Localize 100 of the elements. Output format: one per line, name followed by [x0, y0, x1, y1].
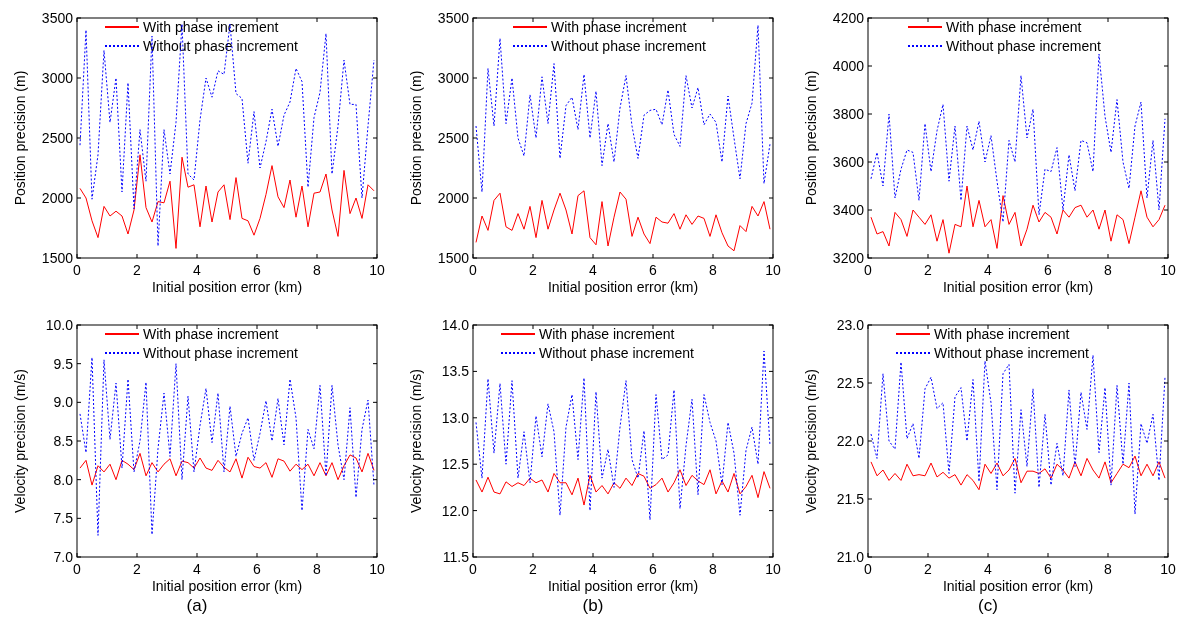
x-axis-title: Initial position error (km) — [547, 578, 699, 594]
y-axis-title: Velocity precision (m/s) — [803, 369, 819, 513]
legend-label: With phase increment — [143, 19, 279, 35]
x-tick-label: 2 — [133, 561, 142, 577]
x-tick-label: 4 — [589, 561, 598, 577]
x-tick-label: 6 — [253, 262, 262, 278]
x-tick-label: 10 — [369, 561, 385, 577]
x-tick-label: 6 — [649, 262, 658, 278]
y-tick-label: 3600 — [832, 154, 865, 170]
x-tick-label: 6 — [1044, 561, 1053, 577]
y-tick-label: 23.0 — [836, 317, 865, 333]
y-tick-label: 12.5 — [441, 456, 470, 473]
y-tick-label: 7.0 — [53, 549, 74, 565]
y-tick-label: 3200 — [832, 250, 865, 266]
y-tick-label: 3800 — [832, 106, 865, 122]
line-series — [79, 452, 375, 486]
x-tick-label: 8 — [709, 262, 718, 278]
legend-label: With phase increment — [539, 326, 675, 342]
line-series — [870, 53, 1166, 223]
x-tick-label: 2 — [133, 262, 142, 278]
y-tick-label: 22.0 — [836, 433, 865, 449]
y-tick-label: 13.0 — [441, 409, 470, 426]
y-tick-label: 22.5 — [836, 375, 865, 391]
y-tick-label: 9.0 — [53, 394, 74, 411]
x-tick-label: 0 — [864, 262, 873, 278]
legend-label: With phase increment — [143, 326, 279, 342]
x-axis-title: Initial position error (km) — [942, 279, 1094, 295]
legend-label: Without phase increment — [143, 345, 298, 361]
x-axis-title: Initial position error (km) — [547, 279, 699, 295]
x-tick-label: 0 — [73, 262, 82, 278]
legend-label: With phase increment — [934, 326, 1070, 342]
y-axis-title: Position precision (m) — [12, 70, 28, 206]
x-axis-title: Initial position error (km) — [942, 578, 1094, 594]
y-tick-label: 11.5 — [442, 549, 470, 565]
y-axis-title: Position precision (m) — [408, 70, 424, 206]
x-tick-label: 2 — [924, 561, 933, 577]
x-tick-label: 2 — [924, 262, 933, 278]
x-tick-label: 0 — [469, 561, 478, 577]
x-tick-label: 6 — [1044, 262, 1053, 278]
legend-label: Without phase increment — [946, 38, 1101, 54]
x-axis-title: Initial position error (km) — [151, 578, 303, 594]
line-series — [870, 185, 1166, 254]
y-tick-label: 4000 — [832, 58, 865, 74]
y-tick-label: 7.5 — [53, 510, 74, 527]
x-tick-label: 2 — [529, 561, 538, 577]
x-tick-label: 10 — [1160, 561, 1176, 577]
y-tick-label: 9.5 — [53, 355, 74, 372]
y-tick-label: 21.5 — [836, 491, 865, 507]
y-tick-label: 4200 — [832, 10, 865, 26]
x-tick-label: 8 — [1104, 561, 1113, 577]
line-series — [79, 154, 375, 249]
text: (a) — [186, 596, 208, 615]
legend-label: Without phase increment — [934, 345, 1089, 361]
x-tick-label: 4 — [193, 561, 202, 577]
x-tick-label: 0 — [469, 262, 478, 278]
x-tick-label: 6 — [649, 561, 658, 577]
x-tick-label: 10 — [1160, 262, 1176, 278]
line-series — [475, 469, 771, 506]
text: (b) — [582, 596, 604, 615]
y-tick-label: 3000 — [437, 70, 470, 86]
y-tick-label: 3500 — [437, 10, 470, 26]
y-tick-label: 8.5 — [53, 433, 74, 449]
legend-label: With phase increment — [946, 19, 1082, 35]
y-tick-label: 2500 — [41, 130, 74, 146]
y-tick-label: 3400 — [832, 202, 865, 218]
x-tick-label: 8 — [313, 561, 322, 577]
legend-label: With phase increment — [551, 19, 687, 35]
y-tick-label: 1500 — [437, 250, 470, 266]
x-tick-label: 6 — [253, 561, 262, 577]
line-series — [870, 455, 1166, 491]
y-axis-title: Velocity precision (m/s) — [408, 369, 424, 513]
legend-label: Without phase increment — [539, 345, 694, 361]
y-axis-title: Velocity precision (m/s) — [12, 369, 28, 513]
x-tick-label: 10 — [765, 561, 781, 577]
y-tick-label: 14.0 — [441, 317, 470, 333]
line-series — [79, 23, 375, 247]
y-tick-label: 3500 — [41, 10, 74, 26]
y-tick-label: 21.0 — [836, 549, 865, 565]
x-tick-label: 8 — [313, 262, 322, 278]
x-tick-label: 10 — [765, 262, 781, 278]
y-tick-label: 1500 — [41, 250, 74, 266]
text: (c) — [978, 596, 998, 615]
y-tick-label: 3000 — [41, 70, 74, 86]
x-tick-label: 8 — [709, 561, 718, 577]
legend-label: Without phase increment — [551, 38, 706, 54]
y-axis-title: Position precision (m) — [803, 70, 819, 206]
line-series — [475, 190, 771, 252]
x-tick-label: 4 — [984, 262, 993, 278]
y-tick-label: 2000 — [41, 190, 74, 206]
x-tick-label: 4 — [589, 262, 598, 278]
x-tick-label: 0 — [864, 561, 873, 577]
x-tick-label: 0 — [73, 561, 82, 577]
y-tick-label: 13.5 — [441, 363, 470, 380]
x-tick-label: 8 — [1104, 262, 1113, 278]
x-axis-title: Initial position error (km) — [151, 279, 303, 295]
y-tick-label: 2500 — [437, 130, 470, 146]
y-tick-label: 2000 — [437, 190, 470, 206]
x-tick-label: 2 — [529, 262, 538, 278]
x-tick-label: 4 — [984, 561, 993, 577]
y-tick-label: 12.0 — [441, 502, 470, 519]
